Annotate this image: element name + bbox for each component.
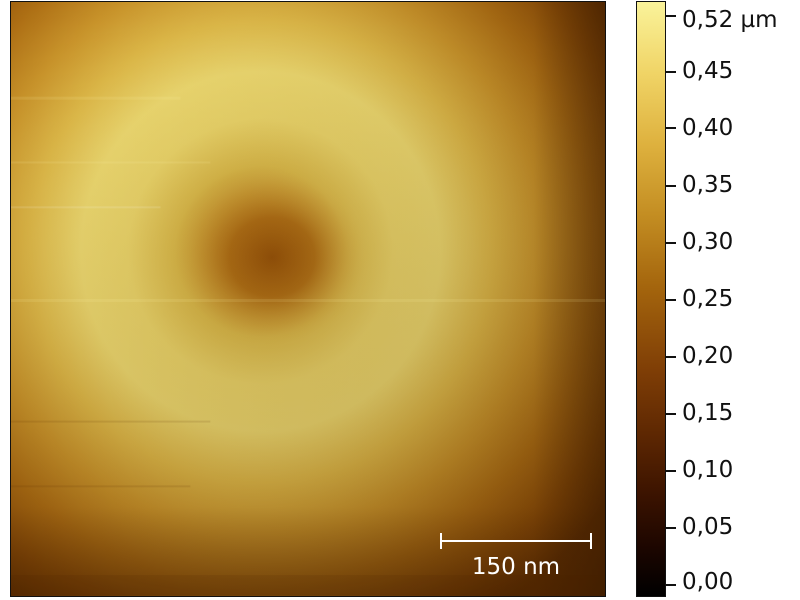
- colorbar-label: 0,05: [682, 514, 734, 540]
- scale-bar-left-tick: [440, 533, 442, 549]
- colorbar-tick: [666, 127, 676, 129]
- colorbar-label: 0,20: [682, 343, 734, 369]
- colorbar-tick: [666, 299, 676, 301]
- colorbar-tick: [666, 584, 676, 586]
- colorbar-label-max: 0,52 µm: [682, 7, 778, 33]
- height-colorbar: [636, 1, 666, 597]
- scale-bar: [440, 533, 592, 549]
- scale-bar-right-tick: [590, 533, 592, 549]
- colorbar-tick: [666, 242, 676, 244]
- scan-line-artifacts: [11, 96, 605, 596]
- colorbar-label: 0,15: [682, 400, 734, 426]
- colorbar-label: 0,35: [682, 172, 734, 198]
- scale-bar-line: [440, 540, 592, 542]
- colorbar-label-min: 0,00: [682, 569, 734, 595]
- colorbar-tick: [666, 470, 676, 472]
- afm-height-map-image: [10, 1, 606, 597]
- colorbar-label: 0,10: [682, 457, 734, 483]
- colorbar-label: 0,40: [682, 115, 734, 141]
- colorbar-tick: [666, 15, 676, 17]
- colorbar-label: 0,25: [682, 286, 734, 312]
- colorbar-tick: [666, 185, 676, 187]
- colorbar-tick: [666, 71, 676, 73]
- scale-bar-label: 150 nm: [471, 554, 561, 580]
- colorbar-label: 0,45: [682, 58, 734, 84]
- colorbar-tick: [666, 527, 676, 529]
- height-map-graphic: [11, 2, 605, 596]
- colorbar-tick: [666, 413, 676, 415]
- colorbar-label: 0,30: [682, 229, 734, 255]
- colorbar-tick: [666, 356, 676, 358]
